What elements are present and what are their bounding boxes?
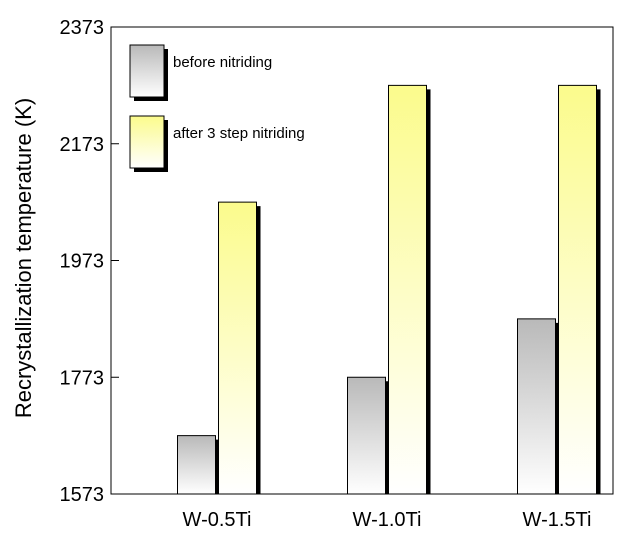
bar-after-nitriding [558, 84, 597, 495]
bar-before-nitriding [517, 318, 556, 495]
x-tick-label: W-0.5Ti [183, 509, 252, 531]
legend: before nitriding after 3 step nitriding [129, 44, 305, 172]
y-tick-label: 1973 [60, 251, 105, 273]
legend-swatch [129, 115, 165, 169]
bar-after-nitriding [218, 201, 257, 495]
y-tick-label: 1573 [60, 484, 105, 506]
bar-before-nitriding [177, 435, 216, 495]
y-tick-label: 2173 [60, 134, 105, 156]
legend-label: before nitriding [173, 54, 272, 71]
x-tick-label: W-1.0Ti [353, 509, 422, 531]
x-tick-label: W-1.5Ti [523, 509, 592, 531]
legend-label: after 3 step nitriding [173, 125, 305, 142]
y-axis-title: Recrystallization temperature (K) [11, 98, 36, 418]
plot-area: 1573 1773 1973 2173 2373 W-0.5Ti W-1.0Ti W-1.5T… [60, 17, 614, 531]
bar-before-nitriding [347, 376, 386, 495]
legend-swatch [129, 44, 165, 98]
y-tick-label: 1773 [60, 367, 105, 389]
y-tick-label: 2373 [60, 17, 105, 39]
bar-after-nitriding [388, 84, 427, 495]
